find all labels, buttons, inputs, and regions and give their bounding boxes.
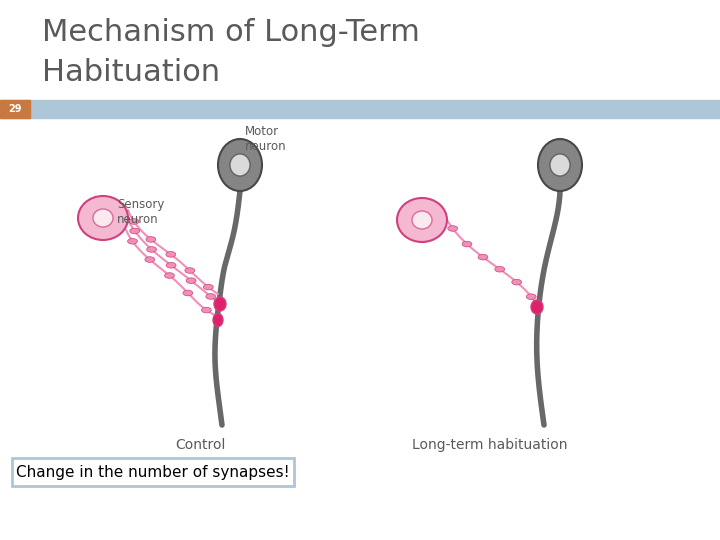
Ellipse shape bbox=[93, 209, 113, 227]
Ellipse shape bbox=[204, 285, 213, 290]
Ellipse shape bbox=[495, 266, 505, 272]
Ellipse shape bbox=[512, 279, 521, 285]
Ellipse shape bbox=[448, 226, 458, 231]
Ellipse shape bbox=[214, 297, 226, 311]
Ellipse shape bbox=[538, 139, 582, 191]
Text: Sensory
neuron: Sensory neuron bbox=[117, 198, 164, 226]
Ellipse shape bbox=[526, 294, 536, 300]
Ellipse shape bbox=[166, 262, 176, 268]
Text: Motor
neuron: Motor neuron bbox=[245, 125, 287, 153]
FancyBboxPatch shape bbox=[12, 458, 294, 486]
Ellipse shape bbox=[202, 307, 211, 313]
Ellipse shape bbox=[478, 254, 488, 260]
Text: 29: 29 bbox=[8, 104, 22, 114]
Ellipse shape bbox=[183, 290, 193, 296]
Ellipse shape bbox=[550, 154, 570, 176]
Text: Habituation: Habituation bbox=[42, 58, 220, 87]
Ellipse shape bbox=[78, 196, 128, 240]
Ellipse shape bbox=[130, 228, 140, 234]
Ellipse shape bbox=[462, 241, 472, 247]
Ellipse shape bbox=[127, 239, 138, 244]
Ellipse shape bbox=[166, 252, 176, 257]
Text: Control: Control bbox=[175, 438, 225, 452]
Ellipse shape bbox=[146, 237, 156, 242]
Ellipse shape bbox=[206, 294, 215, 299]
Ellipse shape bbox=[531, 300, 543, 314]
Text: Change in the number of synapses!: Change in the number of synapses! bbox=[16, 464, 290, 480]
Text: Long-term habituation: Long-term habituation bbox=[413, 438, 568, 452]
Ellipse shape bbox=[412, 211, 432, 229]
Bar bbox=[0, 100, 30, 118]
Ellipse shape bbox=[145, 256, 155, 262]
Ellipse shape bbox=[147, 247, 156, 252]
Ellipse shape bbox=[185, 268, 194, 273]
Ellipse shape bbox=[213, 314, 223, 327]
Ellipse shape bbox=[230, 154, 250, 176]
Ellipse shape bbox=[129, 219, 139, 224]
Bar bbox=[0, 100, 720, 118]
Ellipse shape bbox=[186, 278, 196, 284]
Ellipse shape bbox=[397, 198, 447, 242]
Ellipse shape bbox=[165, 273, 174, 278]
Ellipse shape bbox=[218, 139, 262, 191]
Text: Mechanism of Long-Term: Mechanism of Long-Term bbox=[42, 18, 420, 47]
